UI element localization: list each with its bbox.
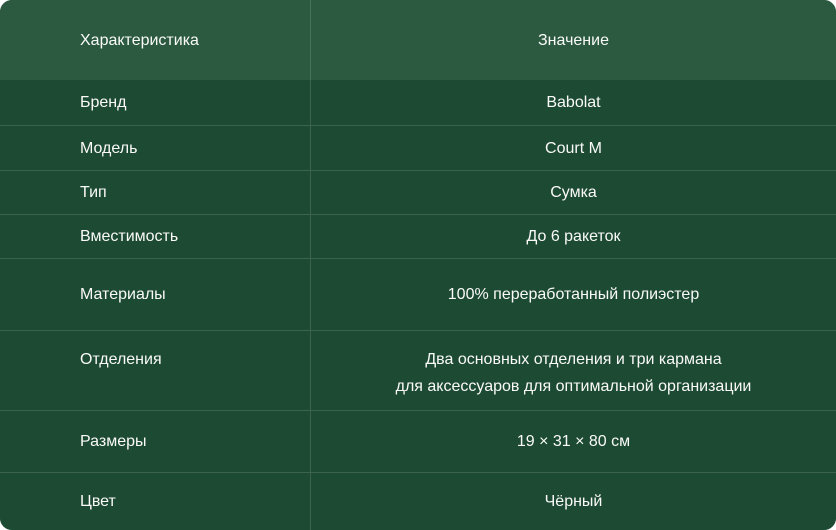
row-value: Court M xyxy=(310,126,836,170)
row-label: Размеры xyxy=(80,433,147,450)
row-label: Отделения xyxy=(80,351,162,368)
table-row: Размеры 19 × 31 × 80 см xyxy=(0,410,836,472)
row-label: Материалы xyxy=(80,286,166,303)
row-value: 19 × 31 × 80 см xyxy=(310,411,836,472)
table-row: Материалы 100% переработанный полиэстер xyxy=(0,258,836,330)
row-value: Два основных отделения и три кармана для… xyxy=(310,331,836,410)
row-label: Вместимость xyxy=(80,228,179,245)
row-label: Цвет xyxy=(80,493,116,510)
table-header-row: Характеристика Значение xyxy=(0,0,836,80)
row-value: 100% переработанный полиэстер xyxy=(310,259,836,330)
table-row: Модель Court M xyxy=(0,125,836,170)
row-value: Чёрный xyxy=(310,473,836,530)
row-label: Модель xyxy=(80,139,138,157)
table-row: Цвет Чёрный xyxy=(0,472,836,530)
table-row: Бренд Babolat xyxy=(0,80,836,125)
table-row: Тип Сумка xyxy=(0,170,836,214)
row-value: Babolat xyxy=(310,80,836,125)
row-value: Сумка xyxy=(310,171,836,214)
table-row: Отделения Два основных отделения и три к… xyxy=(0,330,836,410)
row-label: Бренд xyxy=(80,94,127,111)
table-row: Вместимость До 6 ракеток xyxy=(0,214,836,258)
row-value: До 6 ракеток xyxy=(310,215,836,258)
column-header-value: Значение xyxy=(310,0,836,80)
column-header-characteristic: Характеристика xyxy=(80,31,199,49)
row-label: Тип xyxy=(80,184,107,201)
